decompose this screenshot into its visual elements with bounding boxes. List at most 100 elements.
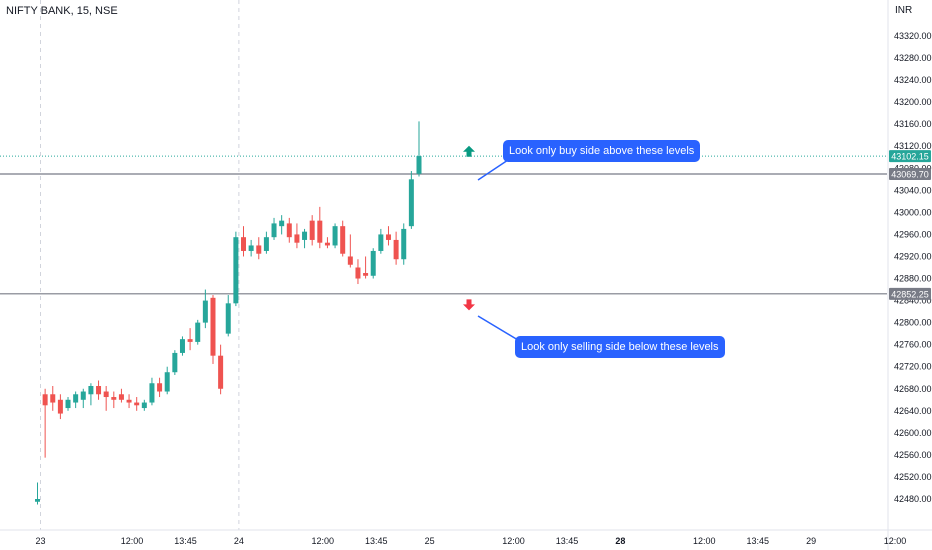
- candle-down: [355, 267, 361, 279]
- candle-down: [96, 386, 102, 395]
- y-tick-label: 42840.00: [894, 296, 932, 306]
- candle-down: [134, 402, 140, 406]
- symbol-title[interactable]: NIFTY BANK, 15, NSE: [6, 5, 118, 17]
- last-price-label-bg: [889, 150, 931, 163]
- y-tick-label: 42720.00: [894, 362, 932, 372]
- x-tick-label: 12:00: [502, 536, 525, 546]
- candle-up: [202, 300, 208, 323]
- x-tick-label: 13:45: [746, 536, 769, 546]
- y-tick-label: 42960.00: [894, 229, 932, 239]
- candle-down: [324, 242, 330, 246]
- candle-down: [42, 394, 48, 406]
- y-tick-label: 42600.00: [894, 428, 932, 438]
- x-tick-label: 13:45: [556, 536, 579, 546]
- y-tick-label: 43240.00: [894, 75, 932, 85]
- y-tick-label: 42480.00: [894, 494, 932, 504]
- candle-up: [195, 322, 201, 342]
- candle-down: [294, 234, 300, 243]
- candle-up: [233, 237, 239, 304]
- candle-up: [149, 383, 155, 403]
- candle-up: [65, 399, 71, 409]
- price-level-label-bg: [889, 287, 931, 300]
- candle-up: [401, 228, 407, 260]
- x-tick-label: 25: [425, 536, 435, 546]
- candle-down: [317, 220, 323, 243]
- sell-side-callout[interactable]: Look only selling side below these level…: [515, 336, 725, 358]
- price-level-label: 42852.25: [891, 289, 929, 299]
- y-tick-label: 43320.00: [894, 31, 932, 41]
- candle-up: [225, 303, 231, 334]
- candle-down: [218, 355, 224, 389]
- price-level-label: 43069.70: [891, 169, 929, 179]
- candle-down: [393, 239, 399, 260]
- candle-down: [309, 220, 315, 240]
- x-tick-label: 23: [35, 536, 45, 546]
- candle-down: [111, 397, 117, 400]
- y-tick-label: 42920.00: [894, 251, 932, 261]
- candle-up: [164, 372, 170, 392]
- candle-down: [157, 383, 163, 392]
- candle-up: [172, 352, 178, 373]
- candle-down: [363, 273, 369, 276]
- buy-callout-pointer: [477, 159, 509, 181]
- buy-side-callout[interactable]: Look only buy side above these levels: [503, 140, 701, 162]
- candle-up: [248, 245, 254, 251]
- y-tick-label: 42560.00: [894, 450, 932, 460]
- candle-up: [302, 231, 308, 240]
- candle-up: [279, 220, 285, 227]
- sell-callout-pointer: [477, 315, 519, 341]
- candle-up: [263, 237, 269, 251]
- y-tick-label: 43120.00: [894, 141, 932, 151]
- last-price-label: 43102.15: [891, 152, 929, 162]
- y-tick-label: 43040.00: [894, 185, 932, 195]
- candle-down: [118, 394, 124, 400]
- candle-up: [88, 386, 94, 395]
- candle-down: [126, 399, 132, 403]
- candle-up: [179, 339, 185, 353]
- up-arrow-icon: [463, 145, 475, 157]
- y-tick-label: 42800.00: [894, 318, 932, 328]
- currency-label[interactable]: INR: [895, 5, 913, 16]
- candle-down: [241, 237, 247, 251]
- candle-down: [385, 234, 391, 240]
- y-tick-label: 42760.00: [894, 340, 932, 350]
- y-tick-label: 43000.00: [894, 207, 932, 217]
- candle-up: [80, 391, 86, 400]
- x-tick-label: 29: [806, 536, 816, 546]
- x-tick-label: 12:00: [884, 536, 907, 546]
- candle-down: [50, 394, 56, 403]
- y-tick-label: 42640.00: [894, 406, 932, 416]
- price-level-label-bg: [889, 167, 931, 180]
- candle-up: [370, 250, 376, 276]
- x-tick-label: 12:00: [312, 536, 335, 546]
- x-tick-label: 24: [234, 536, 244, 546]
- candle-up: [35, 499, 40, 502]
- candle-up: [271, 223, 277, 238]
- candle-down: [210, 297, 216, 356]
- y-tick-label: 42520.00: [894, 472, 932, 482]
- candle-down: [347, 256, 353, 265]
- x-tick-label: 13:45: [365, 536, 388, 546]
- candle-up: [416, 156, 422, 174]
- y-tick-label: 43160.00: [894, 119, 932, 129]
- x-tick-label: 12:00: [693, 536, 716, 546]
- candle-up: [332, 226, 338, 246]
- candle-down: [340, 226, 346, 254]
- x-tick-label: 28: [615, 536, 625, 546]
- candle-down: [286, 223, 292, 238]
- down-arrow-icon: [463, 299, 475, 311]
- candle-down: [103, 391, 109, 398]
- candle-up: [73, 394, 79, 403]
- candle-down: [256, 245, 262, 254]
- y-tick-label: 43280.00: [894, 53, 932, 63]
- candle-up: [378, 234, 384, 251]
- candle-up: [408, 179, 414, 227]
- candle-up: [141, 402, 147, 409]
- x-tick-label: 13:45: [174, 536, 197, 546]
- y-tick-label: 42680.00: [894, 384, 932, 394]
- candle-down: [57, 399, 63, 414]
- candle-down: [187, 339, 193, 342]
- x-tick-label: 12:00: [121, 536, 144, 546]
